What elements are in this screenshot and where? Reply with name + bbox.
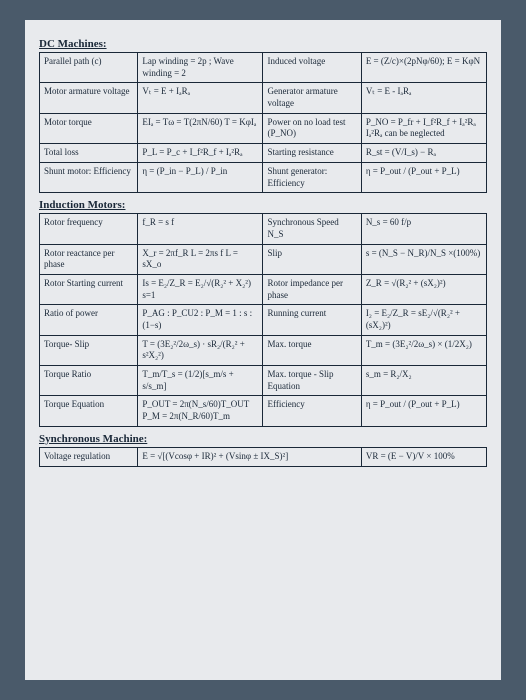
table-row: Voltage regulation E = √[(Vcosφ + IR)² +…	[40, 447, 487, 466]
cell-formula: N_s = 60 f/p	[361, 214, 486, 244]
cell-formula: P_L = P_c + I_f²R_f + Iₐ²Rₐ	[138, 144, 263, 163]
cell-formula: Vₜ = E - IₐRₐ	[361, 83, 486, 113]
induction-table: Rotor frequency f_R = s f Synchronous Sp…	[39, 213, 487, 427]
cell-formula: Is = E₂/Z_R = E₂/√(R₂² + X₂²) s=1	[138, 274, 263, 304]
cell-formula: Lap winding = 2p ; Wave winding = 2	[138, 53, 263, 83]
cell-label: Torque Equation	[40, 396, 138, 426]
cell-formula: f_R = s f	[138, 214, 263, 244]
cell-label: Rotor Starting current	[40, 274, 138, 304]
cell-label: Parallel path (c)	[40, 53, 138, 83]
table-row: Torque Ratio T_m/T_s = (1/2)[s_m/s + s/s…	[40, 366, 487, 396]
cell-label: Ratio of power	[40, 305, 138, 335]
cell-label: Torque Ratio	[40, 366, 138, 396]
cell-formula: VR = (E − V)/V × 100%	[361, 447, 486, 466]
cell-formula: P_OUT = 2π(N_s/60)T_OUT P_M = 2π(N_R/60)…	[138, 396, 263, 426]
cell-formula: Vₜ = E + IₐRₐ	[138, 83, 263, 113]
table-row: Rotor frequency f_R = s f Synchronous Sp…	[40, 214, 487, 244]
table-row: Rotor Starting current Is = E₂/Z_R = E₂/…	[40, 274, 487, 304]
cell-formula: s_m = R₂/X₂	[361, 366, 486, 396]
cell-label: Shunt motor: Efficiency	[40, 162, 138, 192]
cell-label: Synchronous Speed N_S	[263, 214, 361, 244]
cell-formula: EIₐ = Tω = T(2πN/60) T = KφIₐ	[138, 113, 263, 143]
cell-label: Starting resistance	[263, 144, 361, 163]
table-row: Torque- Slip T = (3E₂²/2ω_s) · sR₂/(R₂² …	[40, 335, 487, 365]
cell-formula: E = (Z/c)×(2pNφ/60); E = KφN	[361, 53, 486, 83]
cell-formula: X_r = 2πf_R L = 2πs f L = sX_o	[138, 244, 263, 274]
table-row: Shunt motor: Efficiency η = (P_in − P_L)…	[40, 162, 487, 192]
cell-label: Total loss	[40, 144, 138, 163]
dc-section-title: DC Machines:	[39, 38, 487, 50]
table-row: Ratio of power P_AG : P_CU2 : P_M = 1 : …	[40, 305, 487, 335]
induction-section-title: Induction Motors:	[39, 199, 487, 211]
cell-formula: E = √[(Vcosφ + IR)² + (Vsinφ ± IX_S)²]	[138, 447, 362, 466]
cell-formula: η = (P_in − P_L) / P_in	[138, 162, 263, 192]
cell-formula: P_AG : P_CU2 : P_M = 1 : s : (1−s)	[138, 305, 263, 335]
cell-label: Motor torque	[40, 113, 138, 143]
cell-formula: T_m/T_s = (1/2)[s_m/s + s/s_m]	[138, 366, 263, 396]
cell-label: Motor armature voltage	[40, 83, 138, 113]
sync-section-title: Synchronous Machine:	[39, 433, 487, 445]
cell-label: Power on no load test (P_NO)	[263, 113, 361, 143]
cell-formula: η = P_out / (P_out + P_L)	[361, 162, 486, 192]
table-row: Parallel path (c) Lap winding = 2p ; Wav…	[40, 53, 487, 83]
table-row: Motor torque EIₐ = Tω = T(2πN/60) T = Kφ…	[40, 113, 487, 143]
cell-label: Rotor reactance per phase	[40, 244, 138, 274]
cell-formula: T_m = (3E₂²/2ω_s) × (1/2X₂)	[361, 335, 486, 365]
cell-label: Shunt generator: Efficiency	[263, 162, 361, 192]
table-row: Total loss P_L = P_c + I_f²R_f + Iₐ²Rₐ S…	[40, 144, 487, 163]
cell-formula: T = (3E₂²/2ω_s) · sR₂/(R₂² + s²X₂²)	[138, 335, 263, 365]
sync-table: Voltage regulation E = √[(Vcosφ + IR)² +…	[39, 447, 487, 467]
cell-formula: Z_R = √(R₂² + (sX₂)²)	[361, 274, 486, 304]
dc-table: Parallel path (c) Lap winding = 2p ; Wav…	[39, 52, 487, 193]
cell-formula: P_NO = P_fr + I_f²R_f + Iₐ²Rₐ Iₐ²Rₐ can …	[361, 113, 486, 143]
cell-label: Efficiency	[263, 396, 361, 426]
cell-formula: η = P_out / (P_out + P_L)	[361, 396, 486, 426]
cell-label: Rotor impedance per phase	[263, 274, 361, 304]
cell-label: Max. torque - Slip Equation	[263, 366, 361, 396]
cell-label: Torque- Slip	[40, 335, 138, 365]
cell-label: Voltage regulation	[40, 447, 138, 466]
cell-label: Rotor frequency	[40, 214, 138, 244]
cell-label: Max. torque	[263, 335, 361, 365]
cell-label: Generator armature voltage	[263, 83, 361, 113]
table-row: Rotor reactance per phase X_r = 2πf_R L …	[40, 244, 487, 274]
cell-formula: s = (N_S − N_R)/N_S ×(100%)	[361, 244, 486, 274]
cell-label: Induced voltage	[263, 53, 361, 83]
table-row: Motor armature voltage Vₜ = E + IₐRₐ Gen…	[40, 83, 487, 113]
cell-formula: R_st = (V/I_s) − Rₐ	[361, 144, 486, 163]
cell-formula: I₂ = E₂/Z_R = sE₂/√(R₂² + (sX₂)²)	[361, 305, 486, 335]
cell-label: Running current	[263, 305, 361, 335]
table-row: Torque Equation P_OUT = 2π(N_s/60)T_OUT …	[40, 396, 487, 426]
cell-label: Slip	[263, 244, 361, 274]
